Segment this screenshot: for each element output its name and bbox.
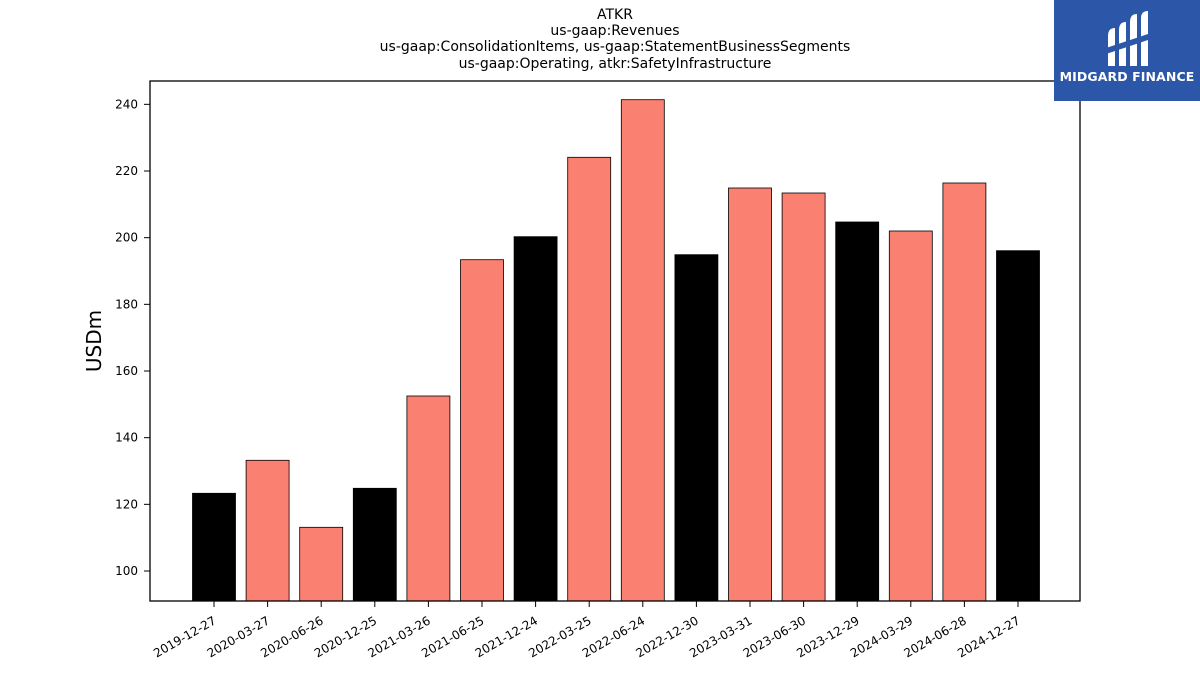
y-tick-label: 160 <box>115 364 138 378</box>
bar-2023-03-31 <box>728 187 772 602</box>
bar-2023-12-29 <box>835 221 880 602</box>
bar-2024-06-28 <box>942 182 987 602</box>
x-axis: 2019-12-272020-03-272020-06-262020-12-25… <box>151 601 1023 660</box>
chart-title-line-2: us-gaap:Revenues <box>550 23 680 39</box>
bar-2023-06-30 <box>781 192 826 602</box>
bar-2021-03-26 <box>406 395 451 602</box>
y-tick-label: 240 <box>115 97 138 111</box>
plot-frame <box>149 80 1081 602</box>
y-axis: 100 120 140 160 180 200 220 240 <box>115 97 150 578</box>
bar-2024-03-29 <box>888 230 933 602</box>
bar-2021-06-25 <box>460 259 504 602</box>
chart-title-line-3: us-gaap:ConsolidationItems, us-gaap:Stat… <box>379 39 851 55</box>
y-tick-label: 180 <box>115 297 138 311</box>
chart-title-line-1: ATKR <box>597 7 633 23</box>
bar-2020-06-26 <box>299 526 344 602</box>
bar-2020-12-25 <box>352 487 397 602</box>
bar-2022-06-24 <box>620 99 665 602</box>
bar-2022-12-30 <box>674 254 719 602</box>
y-tick-label: 120 <box>115 497 138 511</box>
y-tick-label: 200 <box>115 231 138 245</box>
y-tick-label: 100 <box>115 564 138 578</box>
logo-text: MIDGARD FINANCE <box>1059 69 1195 84</box>
bar-2019-12-27 <box>192 492 236 602</box>
midgard-logo-icon <box>1106 11 1148 66</box>
y-axis-label: USDm <box>82 310 106 372</box>
bars-group <box>192 99 1040 602</box>
bar-2024-12-27 <box>996 250 1040 602</box>
y-tick-label: 220 <box>115 164 138 178</box>
midgard-finance-logo: MIDGARD FINANCE <box>1054 0 1200 101</box>
chart-title-line-4: us-gaap:Operating, atkr:SafetyInfrastruc… <box>458 56 772 72</box>
y-tick-label: 140 <box>115 431 138 445</box>
bar-2020-03-27 <box>245 459 290 602</box>
bar-2022-03-25 <box>567 156 612 602</box>
bar-2021-12-24 <box>513 236 558 602</box>
